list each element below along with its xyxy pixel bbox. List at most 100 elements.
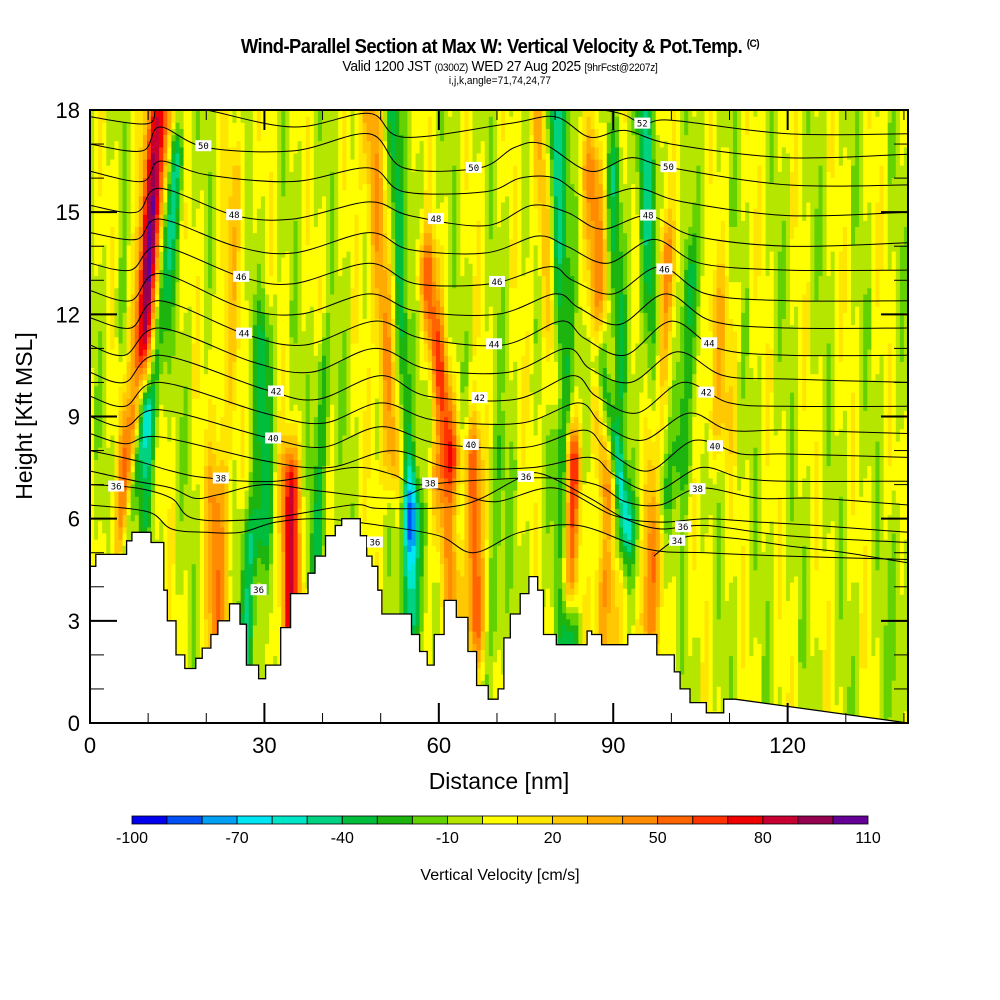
velocity-cell xyxy=(126,300,132,307)
velocity-cell xyxy=(114,312,120,319)
velocity-cell xyxy=(155,336,160,344)
velocity-cell xyxy=(216,214,221,221)
velocity-cell xyxy=(248,251,254,258)
velocity-cell xyxy=(98,422,103,430)
velocity-cell xyxy=(199,293,205,301)
velocity-cell xyxy=(232,293,238,301)
velocity-cell xyxy=(240,428,246,436)
velocity-cell xyxy=(187,428,193,436)
velocity-cell xyxy=(248,533,254,540)
velocity-cell xyxy=(208,244,213,252)
velocity-cell xyxy=(126,140,132,148)
velocity-cell xyxy=(277,471,282,479)
velocity-cell xyxy=(269,533,274,540)
velocity-cell xyxy=(216,453,221,460)
velocity-cell xyxy=(212,508,217,516)
velocity-cell xyxy=(142,195,148,203)
velocity-cell xyxy=(191,293,197,301)
velocity-cell xyxy=(94,293,99,301)
velocity-cell xyxy=(236,465,242,473)
velocity-cell xyxy=(175,116,181,123)
velocity-cell xyxy=(191,557,197,565)
velocity-cell xyxy=(265,557,270,565)
velocity-cell xyxy=(175,232,181,240)
velocity-cell xyxy=(163,171,168,178)
velocity-cell xyxy=(265,202,270,209)
velocity-cell xyxy=(175,416,181,424)
velocity-cell xyxy=(94,539,99,546)
velocity-cell xyxy=(167,588,172,595)
velocity-cell xyxy=(138,244,144,252)
velocity-cell xyxy=(195,563,201,571)
velocity-cell xyxy=(106,367,111,375)
velocity-cell xyxy=(212,398,217,405)
velocity-cell xyxy=(94,428,99,436)
velocity-cell xyxy=(232,404,238,411)
velocity-cell xyxy=(106,226,111,234)
velocity-cell xyxy=(167,600,172,608)
velocity-cell xyxy=(98,533,103,540)
velocity-cell xyxy=(236,575,242,583)
velocity-cell xyxy=(147,134,152,142)
velocity-cell xyxy=(94,355,99,362)
velocity-cell xyxy=(179,116,185,123)
velocity-cell xyxy=(118,496,124,503)
velocity-cell xyxy=(285,490,290,497)
velocity-cell xyxy=(208,588,213,595)
velocity-cell xyxy=(244,612,250,620)
velocity-cell xyxy=(130,422,136,430)
velocity-cell xyxy=(179,349,185,356)
velocity-cell xyxy=(179,281,185,289)
velocity-cell xyxy=(110,508,115,516)
velocity-cell xyxy=(138,226,144,234)
velocity-cell xyxy=(151,232,156,240)
velocity-cell xyxy=(110,238,115,246)
velocity-cell xyxy=(260,202,266,209)
velocity-cell xyxy=(179,631,185,638)
velocity-cell xyxy=(216,226,221,234)
velocity-cell xyxy=(216,171,221,178)
velocity-cell xyxy=(252,404,258,411)
velocity-cell xyxy=(159,459,164,467)
velocity-cell xyxy=(110,392,115,399)
velocity-cell xyxy=(240,110,246,117)
velocity-cell xyxy=(142,526,148,534)
velocity-cell xyxy=(285,453,290,460)
velocity-cell xyxy=(208,569,213,577)
velocity-cell xyxy=(114,361,120,368)
velocity-cell xyxy=(142,214,148,221)
velocity-cell xyxy=(167,281,172,289)
velocity-cell xyxy=(199,428,205,436)
velocity-cell xyxy=(183,582,189,589)
velocity-cell xyxy=(159,214,164,221)
velocity-cell xyxy=(212,526,217,534)
velocity-cell xyxy=(151,453,156,460)
velocity-cell xyxy=(130,275,136,283)
velocity-cell xyxy=(273,483,278,491)
velocity-cell xyxy=(236,569,242,577)
velocity-cell xyxy=(142,367,148,375)
velocity-cell xyxy=(224,202,229,209)
velocity-cell xyxy=(151,520,156,528)
velocity-cell xyxy=(220,361,225,368)
velocity-cell xyxy=(142,336,148,344)
velocity-cell xyxy=(183,416,189,424)
velocity-cell xyxy=(281,183,286,191)
velocity-cell xyxy=(126,490,132,497)
velocity-cell xyxy=(232,159,238,166)
velocity-cell xyxy=(220,385,225,393)
velocity-cell xyxy=(204,165,209,172)
velocity-cell xyxy=(224,128,229,136)
velocity-cell xyxy=(195,373,201,381)
forecast-info: [9hrFcst@2207z] xyxy=(584,62,657,74)
velocity-cell xyxy=(281,349,286,356)
velocity-cell xyxy=(183,244,189,252)
velocity-cell xyxy=(240,263,246,270)
velocity-cell xyxy=(159,373,164,381)
velocity-cell xyxy=(195,392,201,399)
velocity-cell xyxy=(155,465,160,473)
velocity-cell xyxy=(281,312,286,319)
velocity-cell xyxy=(248,220,254,227)
velocity-cell xyxy=(179,159,185,166)
velocity-cell xyxy=(175,208,181,215)
